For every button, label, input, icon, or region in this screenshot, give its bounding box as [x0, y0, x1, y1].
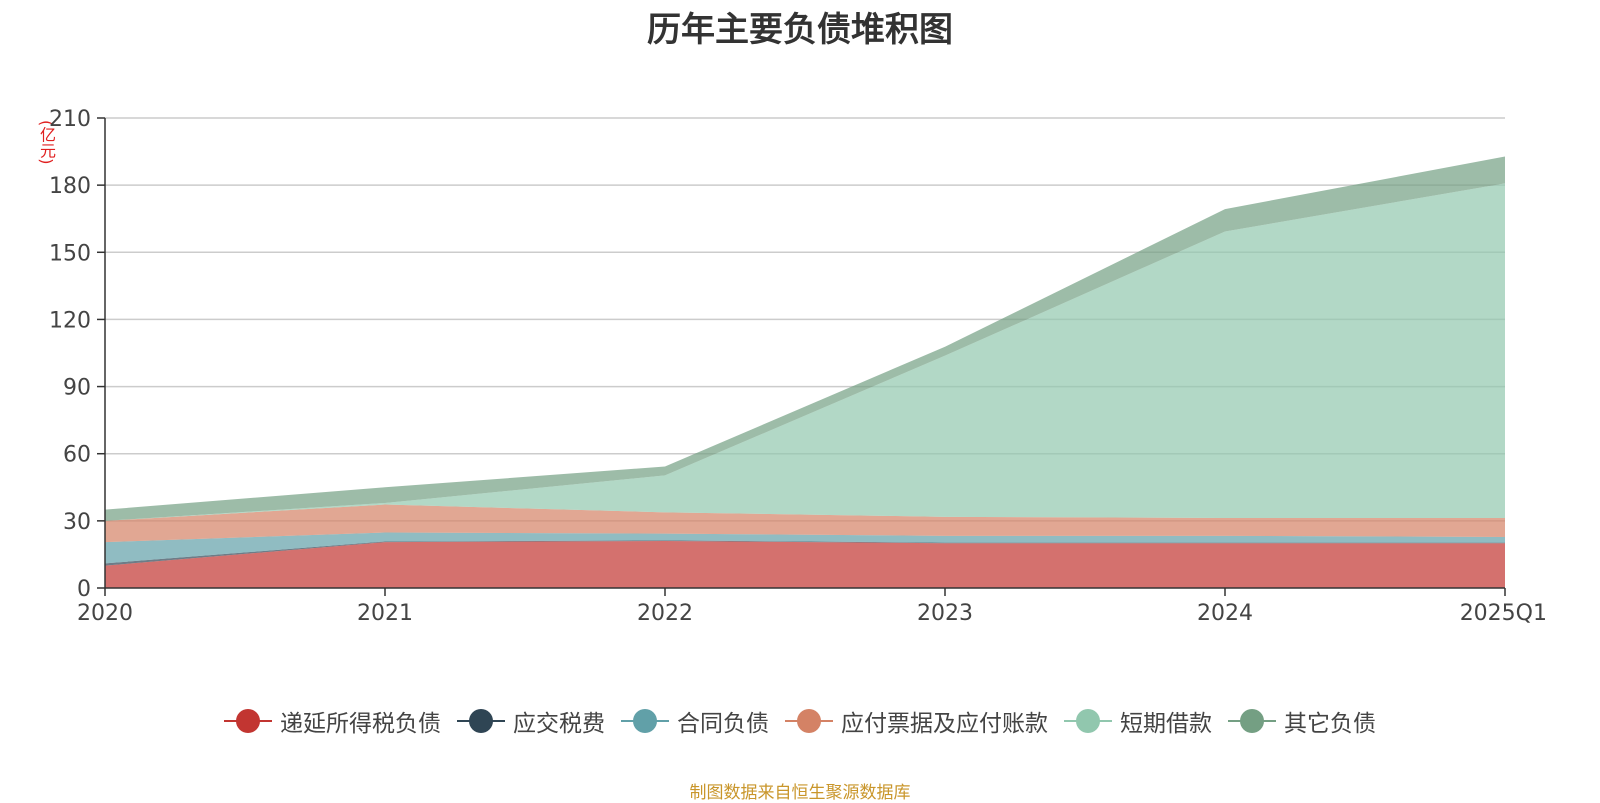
legend-swatch-icon	[1228, 709, 1276, 733]
legend-label: 应付票据及应付账款	[841, 711, 1048, 737]
legend-swatch-icon	[621, 709, 669, 733]
x-tick-label: 2020	[77, 601, 133, 626]
area-series-4[interactable]	[105, 504, 1505, 543]
legend-swatch-icon	[785, 709, 833, 733]
area-series-2[interactable]	[105, 540, 1505, 566]
area-series-6[interactable]	[105, 156, 1505, 521]
legend-label: 其它负债	[1284, 711, 1376, 737]
data-source-note: 制图数据来自恒生聚源数据库	[689, 783, 911, 803]
legend-label: 递延所得税负债	[280, 711, 441, 737]
legend-item-5[interactable]: 短期借款	[1064, 704, 1212, 738]
y-tick-label: 90	[63, 376, 91, 401]
axes: 0 30 60 90 120 150 180 210 2020 2021 2022 2023 2024 2…	[49, 107, 1547, 626]
legend-swatch-icon	[224, 709, 272, 733]
area-series-1[interactable]	[105, 541, 1505, 588]
area-series	[105, 156, 1505, 588]
y-tick-label: 30	[63, 510, 91, 535]
area-series-5[interactable]	[105, 183, 1505, 521]
legend-label: 合同负债	[677, 711, 769, 737]
legend-item-3[interactable]: 合同负债	[621, 704, 769, 738]
y-tick-label: 0	[77, 577, 91, 602]
legend-swatch-icon	[1064, 709, 1112, 733]
legend-item-6[interactable]: 其它负债	[1228, 704, 1376, 738]
y-tick-label: 150	[49, 241, 91, 266]
y-tick-label: 210	[49, 107, 91, 132]
y-tick-label: 120	[49, 308, 91, 333]
x-tick-label: 2024	[1197, 601, 1253, 626]
y-axis-unit-label: (亿元)	[37, 120, 56, 165]
legend-label: 短期借款	[1120, 711, 1212, 737]
legend-item-4[interactable]: 应付票据及应付账款	[785, 704, 1048, 738]
y-tick-label: 60	[63, 443, 91, 468]
legend-swatch-icon	[457, 709, 505, 733]
legend: 递延所得税负债 应交税费 合同负债 应付票据及应付账款 短期借款 其它负债	[0, 704, 1600, 738]
x-tick-label: 2022	[637, 601, 693, 626]
area-series-3[interactable]	[105, 532, 1505, 564]
legend-item-1[interactable]: 递延所得税负债	[224, 704, 441, 738]
x-tick-label: 2023	[917, 601, 973, 626]
legend-item-2[interactable]: 应交税费	[457, 704, 605, 738]
y-tick-label: 180	[49, 174, 91, 199]
chart-title: 历年主要负债堆积图	[647, 10, 953, 50]
x-tick-label: 2021	[357, 601, 413, 626]
x-tick-label: 2025Q1	[1460, 601, 1547, 626]
legend-label: 应交税费	[513, 711, 605, 737]
